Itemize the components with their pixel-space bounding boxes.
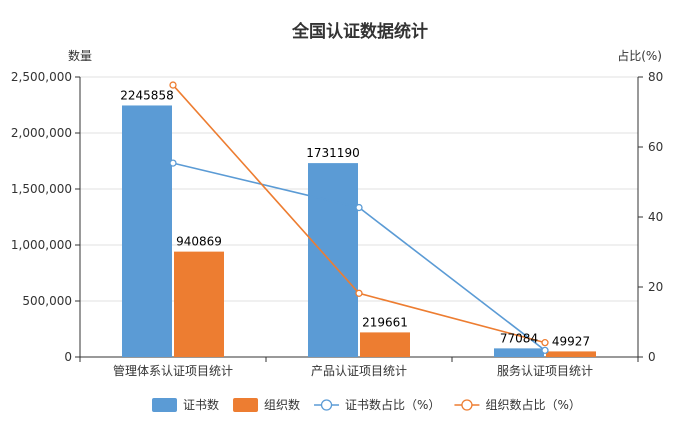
- y-tick-label: 1,000,000: [11, 238, 72, 252]
- bar-value-label: 2245858: [120, 88, 173, 102]
- bar-value-label: 1731190: [306, 146, 359, 160]
- legend-marker: [320, 399, 333, 411]
- y-tick-label: 2,000,000: [11, 126, 72, 140]
- legend[interactable]: 证书数 组织数 证书数占比（%） 组织数占比（%）: [152, 397, 581, 412]
- legend-marker: [461, 399, 473, 411]
- bar-value-label: 77084: [500, 331, 538, 345]
- line-point: [541, 346, 549, 355]
- legend-label: 组织数: [264, 397, 300, 412]
- y-tick-label: 0: [64, 350, 72, 364]
- line-point: [169, 159, 177, 167]
- legend-label: 证书数占比（%）: [345, 397, 440, 412]
- bar: [122, 105, 172, 358]
- chart-title: 全国认证数据统计: [291, 21, 428, 42]
- bar: [174, 251, 224, 357]
- bar: [546, 351, 596, 357]
- legend-swatch: [233, 398, 259, 412]
- series-line: [172, 162, 546, 351]
- bar: [308, 163, 358, 357]
- y2-tick-label: 80: [648, 70, 663, 84]
- line-point: [355, 203, 363, 212]
- legend-label: 证书数: [183, 397, 219, 412]
- data-labels: 2245858 1731190 77084 940869 219661 49927: [120, 88, 590, 348]
- line-point: [355, 289, 363, 297]
- bar: [494, 348, 544, 357]
- bar-value-label: 219661: [362, 315, 408, 329]
- line-point: [169, 81, 177, 89]
- y-tick-label: 1,500,000: [11, 182, 72, 196]
- y-tick-label: 2,500,000: [11, 70, 72, 84]
- series-line: [172, 84, 546, 344]
- legend-label: 组织数占比（%）: [485, 397, 580, 412]
- bar-value-label: 940869: [176, 235, 222, 249]
- bar-value-label: 49927: [552, 334, 590, 348]
- x-tick-label: 管理体系认证项目统计: [113, 363, 233, 378]
- y2-axis-title: 占比(%): [617, 48, 662, 63]
- grid-lines: [80, 76, 638, 302]
- y2-tick-label: 0: [648, 350, 656, 364]
- axes: 0 500,000 1,000,000 1,500,000 2,000,000 2,500…: [11, 70, 663, 378]
- bars: [122, 105, 596, 358]
- y-axis-title: 数量: [68, 48, 92, 63]
- bar: [360, 332, 410, 357]
- y2-tick-label: 20: [648, 280, 663, 294]
- legend-swatch: [152, 398, 177, 412]
- y2-tick-label: 60: [648, 140, 663, 154]
- x-tick-label: 产品认证项目统计: [311, 364, 407, 378]
- y2-tick-label: 40: [648, 210, 663, 224]
- x-tick-label: 服务认证项目统计: [497, 363, 593, 378]
- line-point: [541, 338, 549, 347]
- line-series: [169, 81, 549, 355]
- y-tick-label: 500,000: [22, 294, 72, 308]
